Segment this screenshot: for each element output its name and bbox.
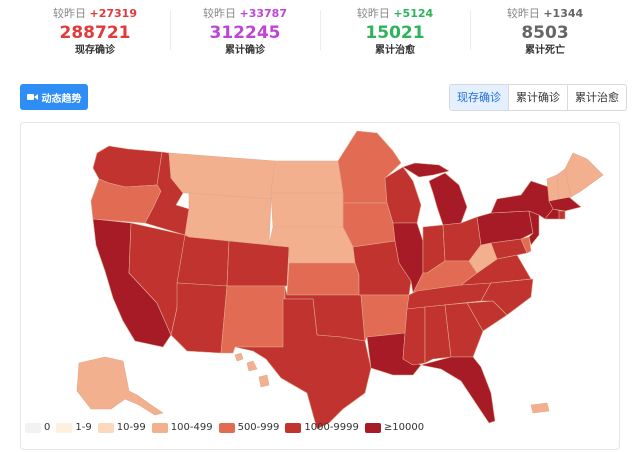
tab-current-confirmed[interactable]: 现存确诊 [450,85,508,110]
legend-item-100-499[interactable]: 100-499 [151,422,213,433]
stat-value: 312245 [209,23,281,43]
legend-item-500-999[interactable]: 500-999 [218,422,279,433]
legend-swatch [151,422,168,433]
state-me[interactable] [564,152,604,198]
legend-item-1-9[interactable]: 1-9 [56,422,92,433]
legend-swatch [56,422,73,433]
state-co[interactable] [226,240,290,287]
state-ia[interactable] [342,202,396,248]
trend-button-label: 动态趋势 [41,93,82,105]
stat-label: 现存确诊 [75,45,115,56]
tab-total-recovered[interactable]: 累计治愈 [567,85,626,110]
state-ak[interactable] [76,356,164,416]
legend-swatch [285,422,302,433]
state-ks[interactable] [286,262,360,296]
stat-current-confirmed: 较昨日 +27319 288721 现存确诊 [20,0,170,62]
state-ms[interactable] [402,306,426,366]
state-hi-3[interactable] [258,374,270,388]
state-nm[interactable] [220,285,286,354]
map-legend: 0 1-9 10-99 100-499 500-999 1000-9999 ≥1… [25,422,430,433]
state-mn[interactable] [337,130,402,204]
state-tx[interactable] [234,298,372,430]
stat-label: 累计治愈 [375,45,415,56]
state-ri[interactable] [558,210,566,220]
map-card: 0 1-9 10-99 100-499 500-999 1000-9999 ≥1… [20,122,620,450]
state-az[interactable] [170,282,228,354]
state-mi-upper[interactable] [402,162,450,178]
state-wy[interactable] [184,192,272,246]
legend-item-1000-9999[interactable]: 1000-9999 [285,422,359,433]
legend-swatch [364,422,381,433]
video-camera-icon [26,93,38,101]
state-fl[interactable] [420,356,496,424]
stat-label: 累计确诊 [225,45,265,56]
stat-total-deaths: 较昨日 +1344 8503 累计死亡 [470,0,620,62]
state-sd[interactable] [270,192,344,228]
stat-total-confirmed: 较昨日 +33787 312245 累计确诊 [170,0,320,62]
stat-diff: 较昨日 +1344 [506,7,584,20]
state-ut[interactable] [176,234,230,287]
stat-value: 15021 [365,23,425,43]
state-nd[interactable] [270,160,344,194]
legend-item-10000-plus[interactable]: ≥10000 [364,422,424,433]
state-hi-2[interactable] [246,360,258,372]
trend-button[interactable]: 动态趋势 [20,84,88,110]
stat-value: 8503 [521,23,569,43]
stat-diff: 较昨日 +33787 [203,7,287,20]
state-ga[interactable] [444,302,484,358]
legend-item-10-99[interactable]: 10-99 [97,422,146,433]
state-mi[interactable] [428,172,468,226]
stats-bar: 较昨日 +27319 288721 现存确诊 较昨日 +33787 312245… [20,0,620,62]
stat-diff: 较昨日 +27319 [53,7,137,20]
legend-item-0[interactable]: 0 [25,422,50,433]
legend-swatch [97,422,114,433]
us-state-map [76,130,604,430]
tab-total-confirmed[interactable]: 累计确诊 [508,85,567,110]
state-al[interactable] [424,304,452,364]
state-hi[interactable] [234,352,244,362]
state-pr[interactable] [530,402,550,414]
state-wi[interactable] [384,166,422,224]
legend-swatch [218,422,235,433]
stat-label: 累计死亡 [525,45,565,56]
legend-swatch [25,422,41,433]
stat-value: 288721 [59,23,131,43]
state-mt[interactable] [168,152,276,200]
state-de[interactable] [520,236,532,254]
stat-total-recovered: 较昨日 +5124 15021 累计治愈 [320,0,470,62]
metric-tabs: 现存确诊 累计确诊 累计治愈 [449,84,627,111]
stat-diff: 较昨日 +5124 [356,7,434,20]
